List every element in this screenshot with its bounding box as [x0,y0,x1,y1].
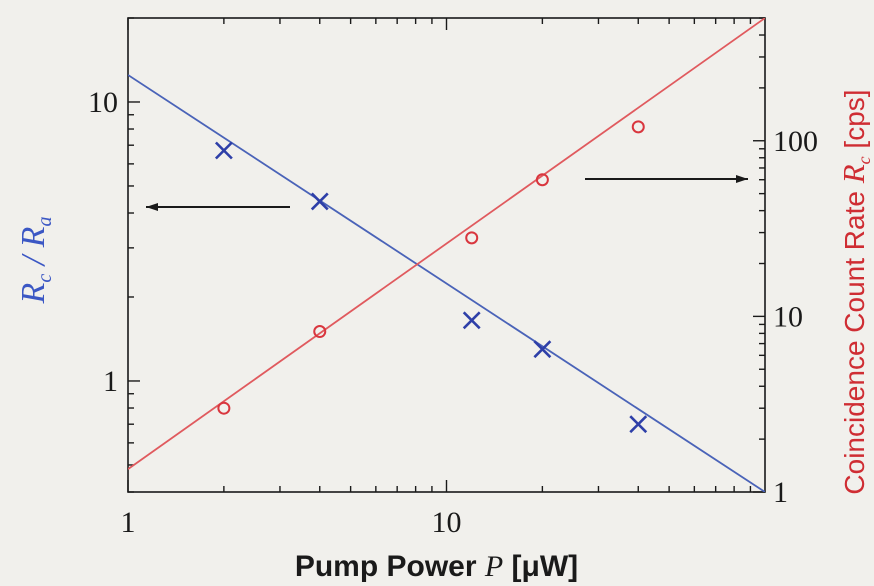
y-left-title-sub-c: c [34,274,56,283]
arrow-to-right-axis [585,175,748,183]
y-left-title-r2: R [15,226,52,248]
y-right-tick-label: 10 [773,300,803,333]
x-axis-title: Pump Power P [μW] [295,550,578,583]
y-left-tick-label: 10 [88,86,118,119]
data-point-x-marker [533,340,552,359]
y-right-title-sub: c [854,156,874,164]
arrow-head [146,203,158,211]
data-point-circle-marker [535,173,549,187]
data-point-circle-marker [313,325,327,339]
y-right-axis-title: Coincidence Count Rate Rc [cps] [836,89,874,494]
x-tick-label: 10 [432,506,462,539]
x-axis-title-unit: [μW] [503,550,578,583]
y-left-title-sub-a: a [34,217,56,227]
data-point-x-marker [629,415,648,434]
data-point-circle-marker [631,120,645,134]
y-right-title-text: Coincidence Count Rate [839,183,870,494]
arrow-to-left-axis [146,203,290,211]
x-marker-stroke [214,141,233,160]
y-left-tick-label: 1 [103,365,118,398]
data-point-x-marker [462,311,481,330]
x-marker-stroke [310,192,329,211]
data-point-x-marker [214,141,233,160]
x-marker-stroke [629,415,648,434]
y-left-axis-title: Rc / Ra [15,217,56,305]
y-right-title-symbol: R [836,164,871,184]
x-tick-label: 1 [121,506,136,539]
x-marker-stroke [533,340,552,359]
plot-frame [127,17,766,493]
x-axis-title-symbol: P [484,550,503,583]
y-left-title-slash: / [15,247,52,273]
fit-line-coincidence [128,18,765,470]
arrow-head [736,175,748,183]
y-right-title-unit: [cps] [839,89,870,156]
plot-area: 1 10 1 10 1 10 100 Pump Power P [μW] Rc / Ra Coin… [15,17,874,583]
y-right-tick-label: 100 [773,125,818,158]
x-axis-title-text: Pump Power [295,550,485,583]
data-point-circle-marker [217,401,231,415]
data-point-x-marker [310,192,329,211]
data-point-circle-marker [465,231,479,245]
x-marker-stroke [462,311,481,330]
fit-line-ratio [128,74,765,492]
y-left-title-r: R [15,282,52,304]
y-right-tick-label: 1 [773,476,788,509]
